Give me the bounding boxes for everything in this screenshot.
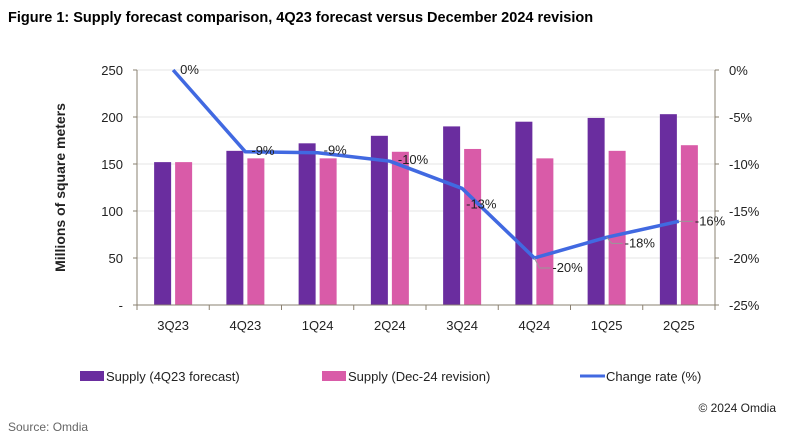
legend-label: Change rate (%) bbox=[606, 369, 701, 384]
x-tick-label: 3Q23 bbox=[157, 318, 189, 333]
data-label: -9% bbox=[324, 143, 348, 158]
bar-dec24-revision-4Q23 bbox=[247, 158, 265, 305]
y-tick-label: 250 bbox=[101, 63, 123, 78]
y-axis-title: Millions of square meters bbox=[52, 103, 68, 272]
bar-4q23-forecast-1Q24 bbox=[298, 143, 316, 305]
data-label: -16% bbox=[695, 213, 726, 228]
data-label: -13% bbox=[466, 196, 497, 211]
x-tick-label: 1Q24 bbox=[302, 318, 334, 333]
y2-tick-label: -5% bbox=[729, 110, 753, 125]
y-tick-label: 50 bbox=[109, 251, 123, 266]
y2-tick-label: -20% bbox=[729, 251, 760, 266]
bar-4q23-forecast-4Q24 bbox=[515, 121, 533, 305]
change-rate-line bbox=[171, 68, 680, 260]
data-label: 0% bbox=[180, 62, 199, 77]
y-tick-label: 150 bbox=[101, 157, 123, 172]
bar-4q23-forecast-2Q25 bbox=[659, 114, 677, 306]
bar-dec24-revision-3Q24 bbox=[464, 148, 482, 305]
y2-tick-label: -25% bbox=[729, 298, 760, 313]
bar-4q23-forecast-1Q25 bbox=[587, 117, 605, 305]
legend-swatch bbox=[80, 371, 104, 381]
data-label: -10% bbox=[398, 152, 429, 167]
leader-line bbox=[606, 236, 623, 244]
x-tick-label: 1Q25 bbox=[591, 318, 623, 333]
x-tick-label: 2Q25 bbox=[663, 318, 695, 333]
leader-line bbox=[533, 257, 551, 269]
x-tick-label: 3Q24 bbox=[446, 318, 478, 333]
source-note: Source: Omdia bbox=[8, 420, 89, 434]
x-tick-label: 2Q24 bbox=[374, 318, 406, 333]
y2-tick-label: -15% bbox=[729, 204, 760, 219]
bar-4q23-forecast-3Q23 bbox=[154, 162, 172, 305]
y2-tick-label: 0% bbox=[729, 63, 748, 78]
bar-dec24-revision-1Q24 bbox=[319, 158, 337, 305]
chart-title: Figure 1: Supply forecast comparison, 4Q… bbox=[8, 10, 594, 26]
legend-swatch bbox=[322, 371, 346, 381]
bar-4q23-forecast-3Q24 bbox=[443, 126, 461, 306]
x-tick-label: 4Q24 bbox=[518, 318, 550, 333]
bar-dec24-revision-2Q24 bbox=[391, 151, 409, 305]
copyright: © 2024 Omdia bbox=[698, 401, 776, 415]
bar-dec24-revision-3Q23 bbox=[175, 162, 193, 305]
data-label: -18% bbox=[625, 235, 656, 250]
y2-tick-label: -10% bbox=[729, 157, 760, 172]
bar-dec24-revision-2Q25 bbox=[680, 145, 698, 305]
data-label: -9% bbox=[251, 143, 275, 158]
bar-4q23-forecast-2Q24 bbox=[370, 135, 388, 305]
bar-dec24-revision-1Q25 bbox=[608, 150, 626, 305]
legend-label: Supply (4Q23 forecast) bbox=[106, 369, 240, 384]
legend-label: Supply (Dec-24 revision) bbox=[348, 369, 490, 384]
bar-4q23-forecast-4Q23 bbox=[226, 150, 244, 305]
data-label: -20% bbox=[552, 260, 583, 275]
y-tick-label: - bbox=[119, 298, 123, 313]
bar-dec24-revision-4Q24 bbox=[536, 158, 554, 305]
x-tick-label: 4Q23 bbox=[229, 318, 261, 333]
y-tick-label: 100 bbox=[101, 204, 123, 219]
y-tick-label: 200 bbox=[101, 110, 123, 125]
